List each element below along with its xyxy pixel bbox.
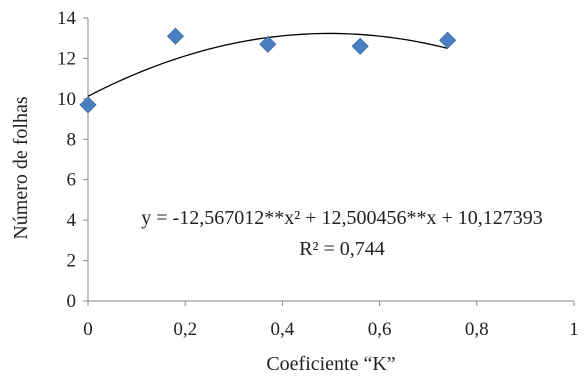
x-tick-label: 0,8: [465, 319, 489, 340]
data-point: [166, 27, 185, 45]
data-points: [79, 27, 457, 114]
equation-label: y = -12,567012**x² + 12,500456**x + 10,1…: [141, 207, 543, 229]
y-axis: 0 2 4 6 8 10 12 14: [57, 8, 89, 312]
y-tick-label: 6: [67, 170, 77, 191]
y-tick-label: 14: [57, 8, 77, 29]
x-axis-title: Coeficiente “K”: [266, 353, 395, 375]
data-point: [439, 31, 457, 49]
x-tick-label: 1: [569, 319, 579, 340]
x-tick-label: 0: [83, 319, 93, 340]
x-tick-label: 0,4: [271, 319, 295, 340]
data-point: [351, 37, 369, 55]
x-tick-label: 0,6: [368, 319, 392, 340]
data-point: [79, 96, 97, 114]
y-tick-label: 0: [67, 291, 77, 312]
data-point: [259, 35, 277, 53]
y-tick-label: 4: [67, 210, 77, 231]
r-squared-label: R² = 0,744: [299, 238, 385, 260]
y-tick-label: 2: [67, 251, 77, 272]
y-tick-label: 8: [67, 129, 77, 150]
x-axis: 0 0,2 0,4 0,6 0,8 1: [83, 300, 579, 340]
y-axis-title: Número de folhas: [10, 96, 32, 240]
x-tick-label: 0,2: [173, 319, 197, 340]
y-tick-label: 10: [57, 89, 76, 110]
y-tick-label: 12: [57, 48, 76, 69]
